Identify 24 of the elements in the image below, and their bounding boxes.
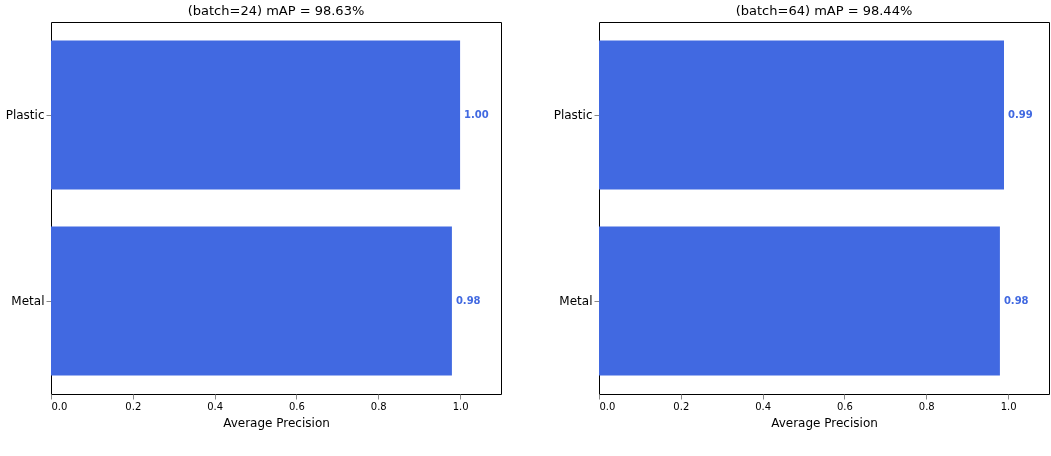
x-axis-title: Average Precision bbox=[223, 415, 330, 430]
y-tick-label: Metal bbox=[11, 294, 45, 308]
x-tick-label: 0.2 bbox=[673, 400, 690, 412]
x-tick-label: 0.6 bbox=[289, 400, 305, 412]
x-tick-label: 0.0 bbox=[599, 400, 616, 412]
y-tick-label: Metal bbox=[559, 294, 593, 308]
x-tick-label: 0.8 bbox=[370, 400, 387, 412]
x-tick-label: 0.4 bbox=[207, 400, 224, 412]
x-tick-label: 0.4 bbox=[755, 400, 772, 412]
x-tick-label: 0.8 bbox=[918, 400, 935, 412]
chart-title: (batch=24) mAP = 98.63% bbox=[187, 3, 365, 18]
data-label: 0.98 bbox=[455, 295, 481, 306]
x-tick-label: 1.0 bbox=[1000, 400, 1017, 412]
x-axis-title: Average Precision bbox=[771, 415, 878, 430]
x-tick-label: 0.2 bbox=[125, 400, 142, 412]
chart-title: (batch=64) mAP = 98.44% bbox=[735, 3, 913, 18]
data-label: 0.98 bbox=[1003, 295, 1029, 306]
y-tick-label: Plastic bbox=[5, 108, 45, 122]
x-tick-label: 0.6 bbox=[837, 400, 853, 412]
data-label: 0.99 bbox=[1008, 109, 1033, 120]
x-tick-label: 1.0 bbox=[452, 400, 469, 412]
data-label: 1.00 bbox=[464, 109, 489, 120]
x-tick-label: 0.0 bbox=[51, 400, 68, 412]
y-tick-label: Plastic bbox=[553, 108, 593, 122]
